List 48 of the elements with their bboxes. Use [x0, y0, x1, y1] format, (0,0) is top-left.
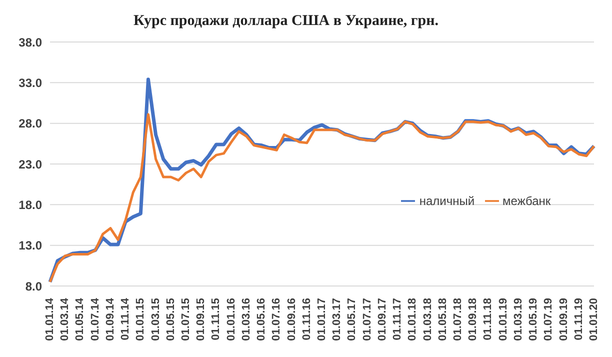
x-tick-label: 01.03.19	[512, 298, 524, 341]
y-tick-label: 33.0	[18, 76, 42, 90]
x-tick-label: 01.01.19	[497, 298, 510, 341]
x-tick-label: 01.11.15	[210, 298, 222, 340]
x-tick-label: 01.07.17	[361, 298, 374, 341]
y-tick-label: 28.0	[18, 116, 42, 131]
x-tick-label: 01.09.17	[376, 298, 388, 341]
x-tick-label: 01.09.14	[104, 297, 116, 341]
x-tick-label: 01.07.18	[452, 298, 464, 341]
x-tick-label: 01.11.17	[392, 298, 404, 340]
x-tick-label: 01.05.14	[74, 297, 86, 341]
x-tick-label: 01.01.16	[225, 298, 238, 341]
x-tick-label: 01.11.16	[300, 298, 313, 340]
x-tick-label: 01.01.17	[316, 298, 328, 341]
y-tick-label: 23.0	[18, 157, 42, 172]
y-tick-label: 18.0	[18, 198, 42, 212]
line-series	[48, 113, 596, 284]
x-tick-label: 01.09.18	[467, 298, 480, 341]
x-tick-label: 01.05.15	[164, 298, 177, 341]
x-tick-label: 01.09.16	[286, 298, 298, 341]
x-tick-label: 01.07.19	[542, 298, 555, 341]
x-tick-label: 01.01.15	[134, 298, 147, 341]
x-tick-label: 01.01.20	[588, 298, 600, 341]
legend-label: межбанк	[502, 194, 551, 208]
x-tick-label: 01.07.15	[180, 298, 192, 341]
y-tick-label: 8.0	[25, 279, 42, 294]
x-tick-label: 01.07.14	[89, 297, 102, 341]
x-tick-label: 01.07.16	[270, 298, 283, 341]
x-tick-label: 01.01.18	[406, 298, 419, 341]
x-tick-label: 01.03.14	[59, 297, 72, 341]
x-tick-label: 01.03.16	[240, 298, 252, 341]
x-tick-label: 01.05.17	[346, 298, 358, 341]
x-tick-label: 01.03.18	[422, 298, 434, 341]
x-tick-label: 01.11.19	[572, 298, 585, 340]
legend-label: наличный	[419, 194, 475, 208]
x-tick-label: 01.09.15	[195, 298, 208, 341]
x-tick-label: 01.11.14	[120, 297, 132, 340]
chart-title: Курс продажи доллара США в Украине, грн.	[132, 12, 440, 31]
x-tick-label: 01.05.18	[436, 298, 449, 341]
x-tick-label: 01.05.16	[256, 298, 268, 341]
x-tick-label: 01.03.15	[150, 298, 162, 341]
y-tick-label: 13.0	[18, 238, 42, 253]
x-tick-label: 01.01.14	[44, 297, 56, 341]
y-tick-label: 38.0	[18, 35, 42, 50]
x-tick-label: 01.09.19	[558, 298, 570, 341]
x-tick-label: 01.03.17	[331, 298, 344, 341]
x-tick-label: 01.05.19	[528, 298, 540, 341]
x-tick-label: 01.11.18	[482, 298, 494, 340]
